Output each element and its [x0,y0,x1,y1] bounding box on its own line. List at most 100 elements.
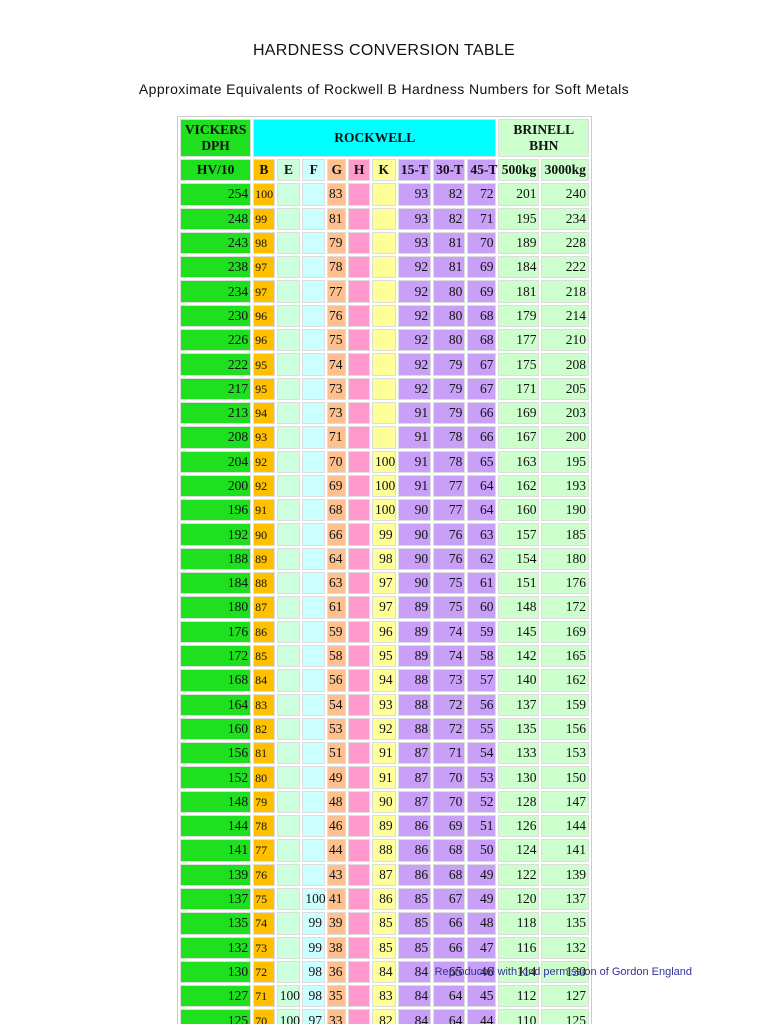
table-cell: 70 [467,231,497,255]
table-cell: 177 [498,329,540,352]
table-cell: 44 [327,839,347,862]
table-cell: 86 [397,815,432,838]
table-cell [302,231,326,255]
table-cell: 69 [327,474,347,498]
table-cell: 88 [397,693,432,716]
table-cell [302,863,326,886]
table-cell: 80 [253,766,275,789]
table-cell [348,426,370,449]
table-cell [276,669,301,692]
table-cell [302,644,326,668]
table-cell: 88 [371,839,396,862]
table-cell: 99 [302,936,326,959]
table-cell [348,377,370,400]
table-cell: 79 [433,353,466,376]
table-cell: 159 [541,693,589,716]
table-cell: 193 [541,474,589,498]
table-cell [348,766,370,789]
table-cell [302,839,326,862]
table-cell: 228 [541,231,589,255]
table-cell: 90 [397,523,432,546]
table-cell: 200 [180,474,252,498]
table-cell [276,572,301,595]
table-cell: 195 [541,450,589,473]
table-cell [348,742,370,765]
table-cell [302,596,326,619]
table-cell: 190 [541,499,589,522]
table-cell: 125 [180,1009,252,1024]
table-cell [276,620,301,643]
table-cell: 195 [498,207,540,230]
table-cell: 82 [253,717,275,741]
table-cell: 87 [397,766,432,789]
table-cell: 82 [433,183,466,206]
table-row: 135 74 99 39 85 85 66 48 118 135 [180,912,589,935]
table-cell [276,547,301,571]
table-cell: 152 [180,766,252,789]
table-cell: 79 [433,401,466,425]
table-cell: 38 [327,936,347,959]
column-header: F [302,159,326,182]
table-cell: 217 [180,377,252,400]
table-cell: 85 [397,936,432,959]
table-cell [371,401,396,425]
table-cell [348,401,370,425]
table-cell: 90 [253,523,275,546]
table-cell: 73 [327,401,347,425]
table-cell: 127 [541,985,589,1008]
table-cell [371,183,396,206]
table-cell: 86 [371,887,396,911]
column-header: 500kg [498,159,540,182]
table-cell [276,596,301,619]
table-cell: 130 [498,766,540,789]
table-cell [276,960,301,984]
table-cell: 51 [327,742,347,765]
table-cell: 77 [327,280,347,303]
table-cell [276,329,301,352]
table-cell: 214 [541,304,589,328]
table-cell [302,329,326,352]
table-cell: 180 [541,547,589,571]
table-cell: 72 [467,183,497,206]
table-row: 130 72 98 36 84 84 65 46 114 130 [180,960,589,984]
table-cell: 76 [327,304,347,328]
table-cell: 97 [302,1009,326,1024]
table-cell: 58 [467,644,497,668]
table-cell [348,1009,370,1024]
table-cell: 59 [327,620,347,643]
table-cell: 70 [433,790,466,814]
table-cell: 56 [467,693,497,716]
table-cell: 92 [371,717,396,741]
table-cell [348,353,370,376]
table-cell: 189 [498,231,540,255]
table-cell: 87 [397,790,432,814]
table-cell: 172 [180,644,252,668]
table-cell: 51 [467,815,497,838]
table-cell: 100 [276,985,301,1008]
table-cell: 172 [541,596,589,619]
table-row: 254 100 83 93 82 72 201 240 [180,183,589,206]
table-cell [302,183,326,206]
table-cell: 148 [498,596,540,619]
table-cell: 92 [253,474,275,498]
table-cell: 248 [180,207,252,230]
table-cell [276,815,301,838]
table-cell: 84 [397,1009,432,1024]
table-cell: 116 [498,936,540,959]
table-cell: 213 [180,401,252,425]
table-cell: 91 [397,474,432,498]
table-cell: 222 [180,353,252,376]
table-cell: 150 [541,766,589,789]
table-cell [348,547,370,571]
table-cell: 71 [467,207,497,230]
table-cell [276,256,301,279]
table-cell: 41 [327,887,347,911]
table-cell: 35 [327,985,347,1008]
table-cell: 90 [397,572,432,595]
table-cell [371,280,396,303]
table-cell: 91 [253,499,275,522]
table-cell [302,815,326,838]
table-cell [302,377,326,400]
table-cell: 77 [253,839,275,862]
table-cell: 98 [253,231,275,255]
